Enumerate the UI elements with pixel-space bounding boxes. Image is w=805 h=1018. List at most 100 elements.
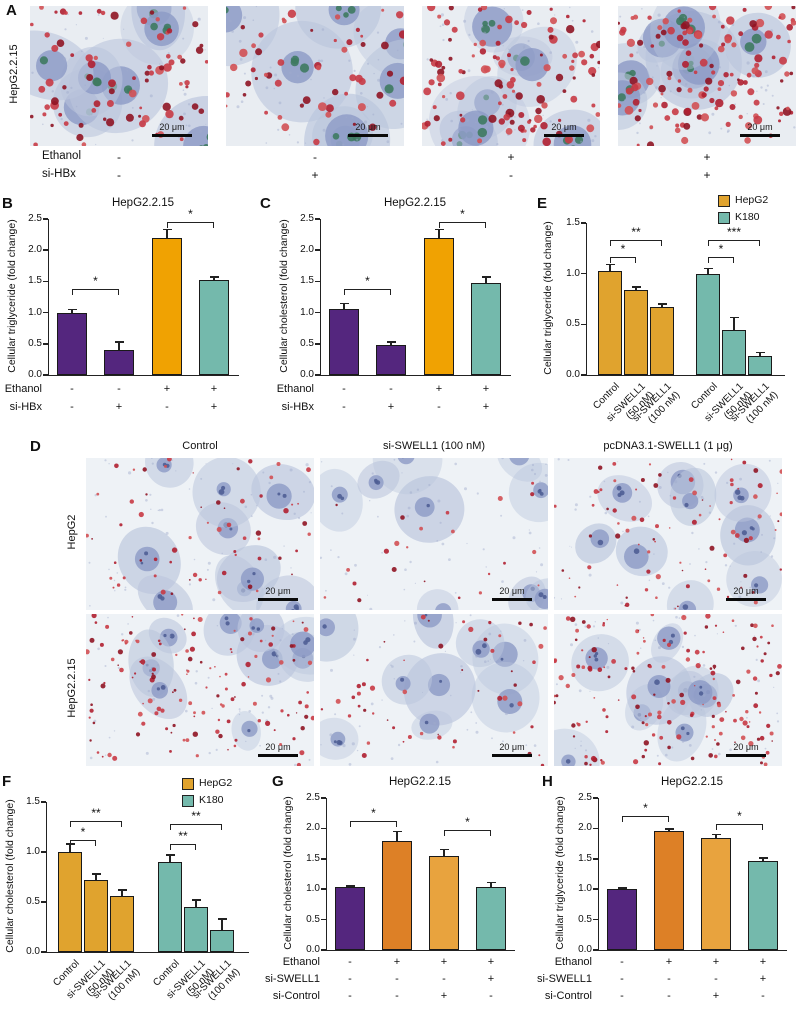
- condition-sign: +: [210, 401, 218, 413]
- bar-e-6: [748, 355, 772, 375]
- y-tick-label: 0.0: [578, 944, 592, 955]
- bar-e-4: [696, 273, 720, 375]
- condition-sign: +: [387, 401, 395, 413]
- scale-bar-label: 20 μm: [159, 122, 184, 132]
- significance-label: *: [80, 825, 86, 839]
- significance-label: ***: [726, 225, 741, 240]
- bar-g-1: [335, 887, 365, 950]
- bar-e-5: [722, 330, 746, 375]
- error-bar-cap: [91, 873, 101, 875]
- y-tick-label: 2.5: [300, 213, 314, 224]
- chart-title: HepG2.2.15: [388, 776, 451, 788]
- panel-a-letter: A: [6, 2, 17, 19]
- bar-c-4: [471, 283, 501, 375]
- bar-h-3: [701, 837, 731, 950]
- y-tick-label: 0.5: [566, 318, 580, 330]
- scale-bar-label: 20 μm: [355, 122, 380, 132]
- axes: [46, 802, 249, 953]
- error-bar-cap: [345, 885, 355, 887]
- error-bar: [733, 317, 735, 331]
- condition-sign: +: [759, 956, 767, 968]
- significance-label: *: [718, 242, 724, 257]
- axes: [326, 798, 515, 951]
- panel-d-col-title-3: pcDNA3.1-SWELL1 (1 μg): [603, 440, 733, 452]
- microscopy-image: 20 μm: [30, 6, 208, 146]
- panel-d-letter: D: [30, 438, 41, 455]
- bar-f-6: [210, 930, 234, 952]
- error-bar-cap: [434, 228, 444, 231]
- axes: [598, 798, 787, 951]
- error-bar: [762, 858, 764, 861]
- y-tick-label: 0.0: [26, 946, 40, 957]
- y-tick-mark: [593, 949, 598, 951]
- condition-sign: -: [395, 973, 399, 985]
- bar-f-5: [184, 907, 208, 952]
- significance-bracket: [622, 816, 669, 823]
- chart-f: Cellular cholesterol (fold change) 0.0 0.5…: [0, 772, 270, 1018]
- error-bar: [169, 855, 171, 862]
- scale-bar-label: 20 μm: [747, 122, 772, 132]
- significance-label: **: [178, 829, 188, 843]
- y-tick-label: 1.0: [300, 306, 314, 318]
- significance-bracket: [610, 240, 662, 247]
- y-tick-mark: [581, 272, 586, 275]
- panel-a-image-4: 20 μm: [618, 6, 796, 146]
- panel-a-condition-row-label: si-HBx: [42, 168, 76, 180]
- error-bar-cap: [664, 828, 674, 830]
- y-tick-mark: [315, 343, 320, 345]
- y-tick-label: 1.0: [28, 306, 42, 318]
- error-bar: [609, 264, 611, 271]
- condition-sign: +: [435, 383, 443, 395]
- y-tick-label: 2.5: [28, 213, 42, 224]
- panel-d-col-title-1: Control: [182, 440, 218, 452]
- condition-sign: +: [487, 973, 495, 985]
- y-tick-label: 2.0: [578, 822, 592, 834]
- condition-sign: -: [348, 990, 352, 1002]
- significance-bracket: [444, 830, 491, 837]
- panel-d-row-label-1: HepG2: [66, 514, 78, 550]
- error-bar: [485, 277, 487, 284]
- y-tick-mark: [41, 901, 46, 903]
- significance-label: *: [371, 806, 376, 821]
- y-tick-mark: [315, 280, 320, 283]
- panel-a-condition-sign: +: [311, 168, 319, 182]
- bar-f-4: [158, 862, 182, 952]
- y-tick-mark: [581, 323, 586, 326]
- bar-c-1: [329, 309, 359, 375]
- y-tick-label: 0.5: [28, 337, 42, 349]
- microscopy-image: 20 μm: [422, 6, 600, 146]
- bar-g-4: [476, 887, 506, 950]
- condition-sign: -: [70, 383, 74, 395]
- significance-bracket: [170, 824, 222, 830]
- y-tick-mark: [41, 951, 46, 953]
- axes: [320, 219, 511, 376]
- panel-a-image-1: 20 μm: [30, 6, 208, 146]
- error-bar-cap: [117, 889, 127, 891]
- error-bar: [69, 844, 71, 852]
- condition-sign: -: [348, 973, 352, 985]
- error-bar: [707, 268, 709, 274]
- error-bar: [668, 829, 670, 832]
- panel-a-condition-sign: -: [117, 168, 121, 182]
- error-bar: [166, 229, 168, 238]
- error-bar: [121, 890, 123, 896]
- error-bar: [396, 831, 398, 841]
- y-tick-label: 0.0: [306, 944, 320, 955]
- y-tick-mark: [593, 827, 598, 830]
- error-bar-cap: [162, 228, 172, 231]
- error-bar-cap: [67, 308, 77, 311]
- panel-a-condition-sign: +: [507, 150, 515, 164]
- chart-c: HepG2.2.15 Cellular cholesterol (fold cha…: [262, 193, 534, 443]
- y-tick-label: 0.5: [26, 896, 40, 907]
- condition-sign: -: [342, 383, 346, 395]
- error-bar-cap: [605, 263, 615, 266]
- y-tick-mark: [43, 218, 48, 220]
- bar-h-2: [654, 831, 684, 950]
- legend-swatch: [718, 195, 730, 207]
- significance-bracket: [70, 840, 96, 846]
- y-tick-label: 1.0: [306, 883, 320, 895]
- error-bar-cap: [392, 830, 402, 833]
- y-tick-label: 1.5: [306, 852, 320, 864]
- chart-title: HepG2.2.15: [111, 197, 174, 209]
- condition-sign: +: [210, 383, 218, 395]
